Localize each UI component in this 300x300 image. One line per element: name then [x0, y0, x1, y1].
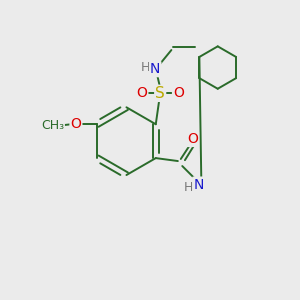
Text: H: H — [141, 61, 150, 74]
Text: H: H — [184, 181, 194, 194]
Text: N: N — [193, 178, 204, 192]
Text: S: S — [155, 86, 165, 101]
Text: O: O — [136, 86, 147, 100]
Text: O: O — [70, 117, 81, 131]
Text: O: O — [187, 132, 198, 146]
Text: CH₃: CH₃ — [41, 119, 64, 132]
Text: O: O — [173, 86, 184, 100]
Text: N: N — [150, 62, 160, 76]
